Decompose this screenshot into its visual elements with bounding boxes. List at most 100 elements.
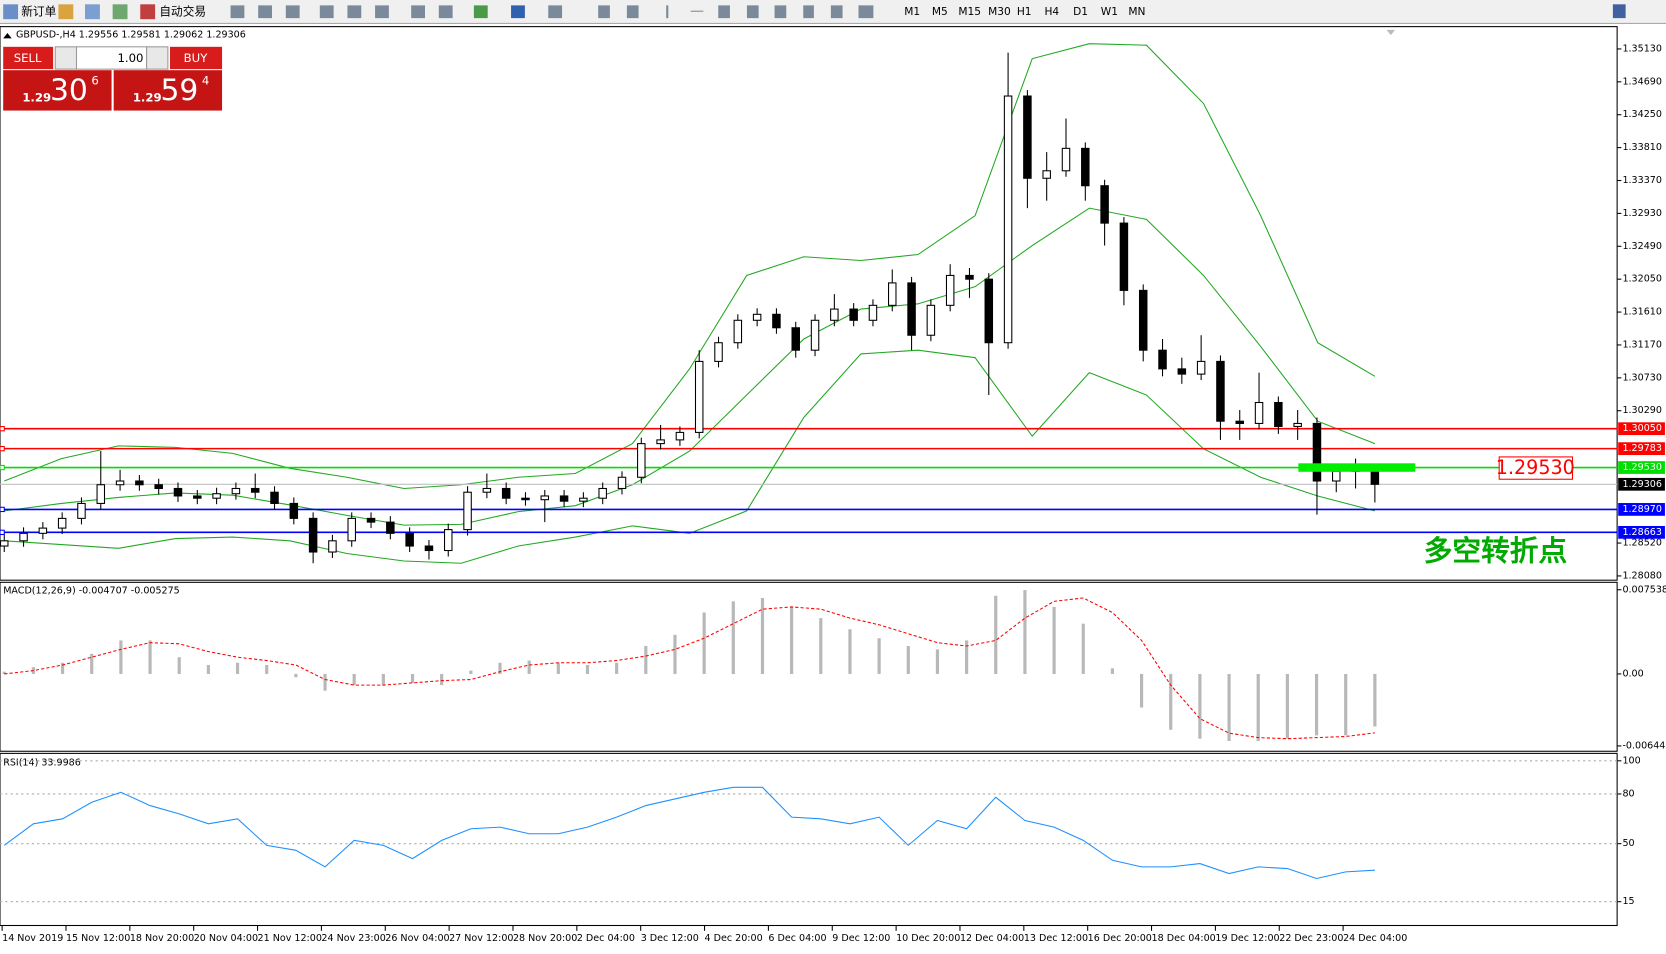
timeframe-button[interactable]: M5 — [932, 5, 948, 18]
candle-body — [1042, 170, 1051, 179]
candle-body — [1254, 401, 1264, 424]
icon[interactable] — [438, 5, 453, 19]
icon[interactable] — [112, 4, 128, 20]
auto-trading-button[interactable]: 自动交易 — [159, 4, 206, 18]
timeframe-button[interactable]: M1 — [904, 5, 920, 18]
x-tick-label: 24 Nov 23:00 — [321, 933, 385, 944]
icon[interactable] — [548, 5, 563, 19]
candle-body — [482, 487, 492, 493]
candle-body — [1312, 422, 1322, 482]
timeframe-button[interactable]: W1 — [1101, 5, 1118, 18]
sell-price-big: 1.29 — [22, 90, 51, 104]
timeframe-button[interactable]: MN — [1128, 5, 1145, 18]
y-tick-label: 1.28520 — [1622, 538, 1661, 549]
candle-body — [386, 521, 395, 534]
buy-label[interactable]: BUY — [184, 51, 209, 65]
candle-body — [1196, 360, 1206, 375]
candle-body — [714, 342, 723, 362]
rsi-line — [3, 786, 1375, 880]
search-icon[interactable] — [1612, 4, 1626, 19]
icon[interactable] — [258, 5, 272, 19]
y-tick-label: 1.32050 — [1622, 274, 1661, 285]
timeframe-button[interactable]: H1 — [1017, 5, 1032, 18]
lot-size[interactable]: 1.00 — [117, 51, 143, 65]
icon[interactable] — [230, 5, 245, 19]
candle-body — [366, 517, 376, 523]
icon[interactable] — [830, 5, 843, 19]
candle-body — [984, 278, 994, 344]
icon[interactable] — [666, 5, 669, 19]
macd-panel — [0, 581, 1618, 752]
candle-body — [752, 313, 762, 321]
icon[interactable] — [319, 5, 334, 19]
candle-body — [463, 491, 472, 531]
icon[interactable] — [774, 5, 787, 19]
candle-body — [810, 319, 820, 351]
candle-body — [888, 282, 897, 306]
icon[interactable] — [285, 5, 300, 19]
y-tick-label: 50 — [1622, 838, 1634, 849]
icon[interactable] — [598, 5, 610, 19]
timeframe-button[interactable]: M30 — [988, 5, 1011, 18]
y-tick-label: 1.34690 — [1622, 76, 1661, 87]
candle-body — [212, 493, 221, 499]
y-tick-label: 1.35130 — [1622, 43, 1661, 54]
current-price-box — [1618, 477, 1665, 491]
icon[interactable] — [690, 10, 704, 12]
icon[interactable] — [58, 4, 74, 20]
level-label-box — [1618, 422, 1665, 436]
candle-body — [270, 491, 279, 504]
candle-body — [1177, 368, 1187, 375]
icon[interactable] — [858, 5, 874, 19]
candle-body — [849, 308, 858, 321]
icon[interactable] — [140, 4, 156, 20]
buy-price-box[interactable] — [113, 70, 223, 111]
candle-body — [1138, 289, 1148, 351]
y-tick-label: 15 — [1622, 896, 1634, 907]
candle-body — [115, 480, 125, 486]
candle-body — [656, 439, 665, 445]
current-price-label: 1.29306 — [1622, 479, 1661, 490]
icon[interactable] — [473, 5, 488, 19]
icon[interactable] — [347, 5, 362, 19]
candle-body — [173, 487, 183, 497]
lot-down[interactable] — [54, 46, 78, 70]
timeframe-button[interactable]: M15 — [958, 5, 981, 18]
candle-body — [1332, 470, 1341, 482]
timeframe-button[interactable]: D1 — [1073, 5, 1088, 18]
timeframe-button[interactable]: H4 — [1044, 5, 1059, 18]
candle-body — [772, 313, 781, 329]
x-tick-label: 26 Nov 04:00 — [385, 933, 449, 944]
icon[interactable] — [375, 5, 389, 19]
icon[interactable] — [626, 5, 639, 19]
sell-button[interactable] — [3, 46, 54, 70]
level-label: 1.30050 — [1622, 423, 1661, 434]
icon[interactable] — [511, 5, 525, 19]
icon[interactable] — [746, 5, 759, 19]
candle-body — [945, 274, 955, 306]
y-tick-label: 1.33810 — [1622, 142, 1661, 153]
lot-up[interactable] — [146, 46, 169, 70]
sell-label[interactable]: SELL — [14, 51, 42, 65]
icon[interactable] — [718, 5, 730, 19]
candle-body — [1293, 422, 1302, 427]
candle-body — [154, 484, 163, 490]
candle-body — [444, 529, 453, 552]
rsi-panel — [0, 752, 1618, 927]
candle-body — [1235, 420, 1244, 424]
buy-price-main: 59 — [160, 73, 198, 108]
collapse-arrow[interactable] — [3, 33, 12, 39]
candle-body — [135, 480, 144, 486]
new-order-button[interactable]: 新订单 — [21, 4, 56, 18]
icon[interactable] — [411, 5, 425, 19]
buy-button[interactable] — [170, 46, 223, 70]
candle-body — [501, 487, 511, 499]
trade-panel: SELL 1.00 BUY 1.29 30 6 1.29 59 4 — [3, 46, 223, 111]
level-handle — [0, 529, 5, 536]
level-label: 1.29530 — [1622, 462, 1661, 473]
sell-price-box[interactable] — [3, 70, 112, 111]
icon[interactable] — [3, 4, 19, 20]
icon[interactable] — [85, 4, 100, 20]
icon[interactable] — [803, 5, 814, 19]
y-tick-label: -0.006446 — [1622, 740, 1666, 751]
